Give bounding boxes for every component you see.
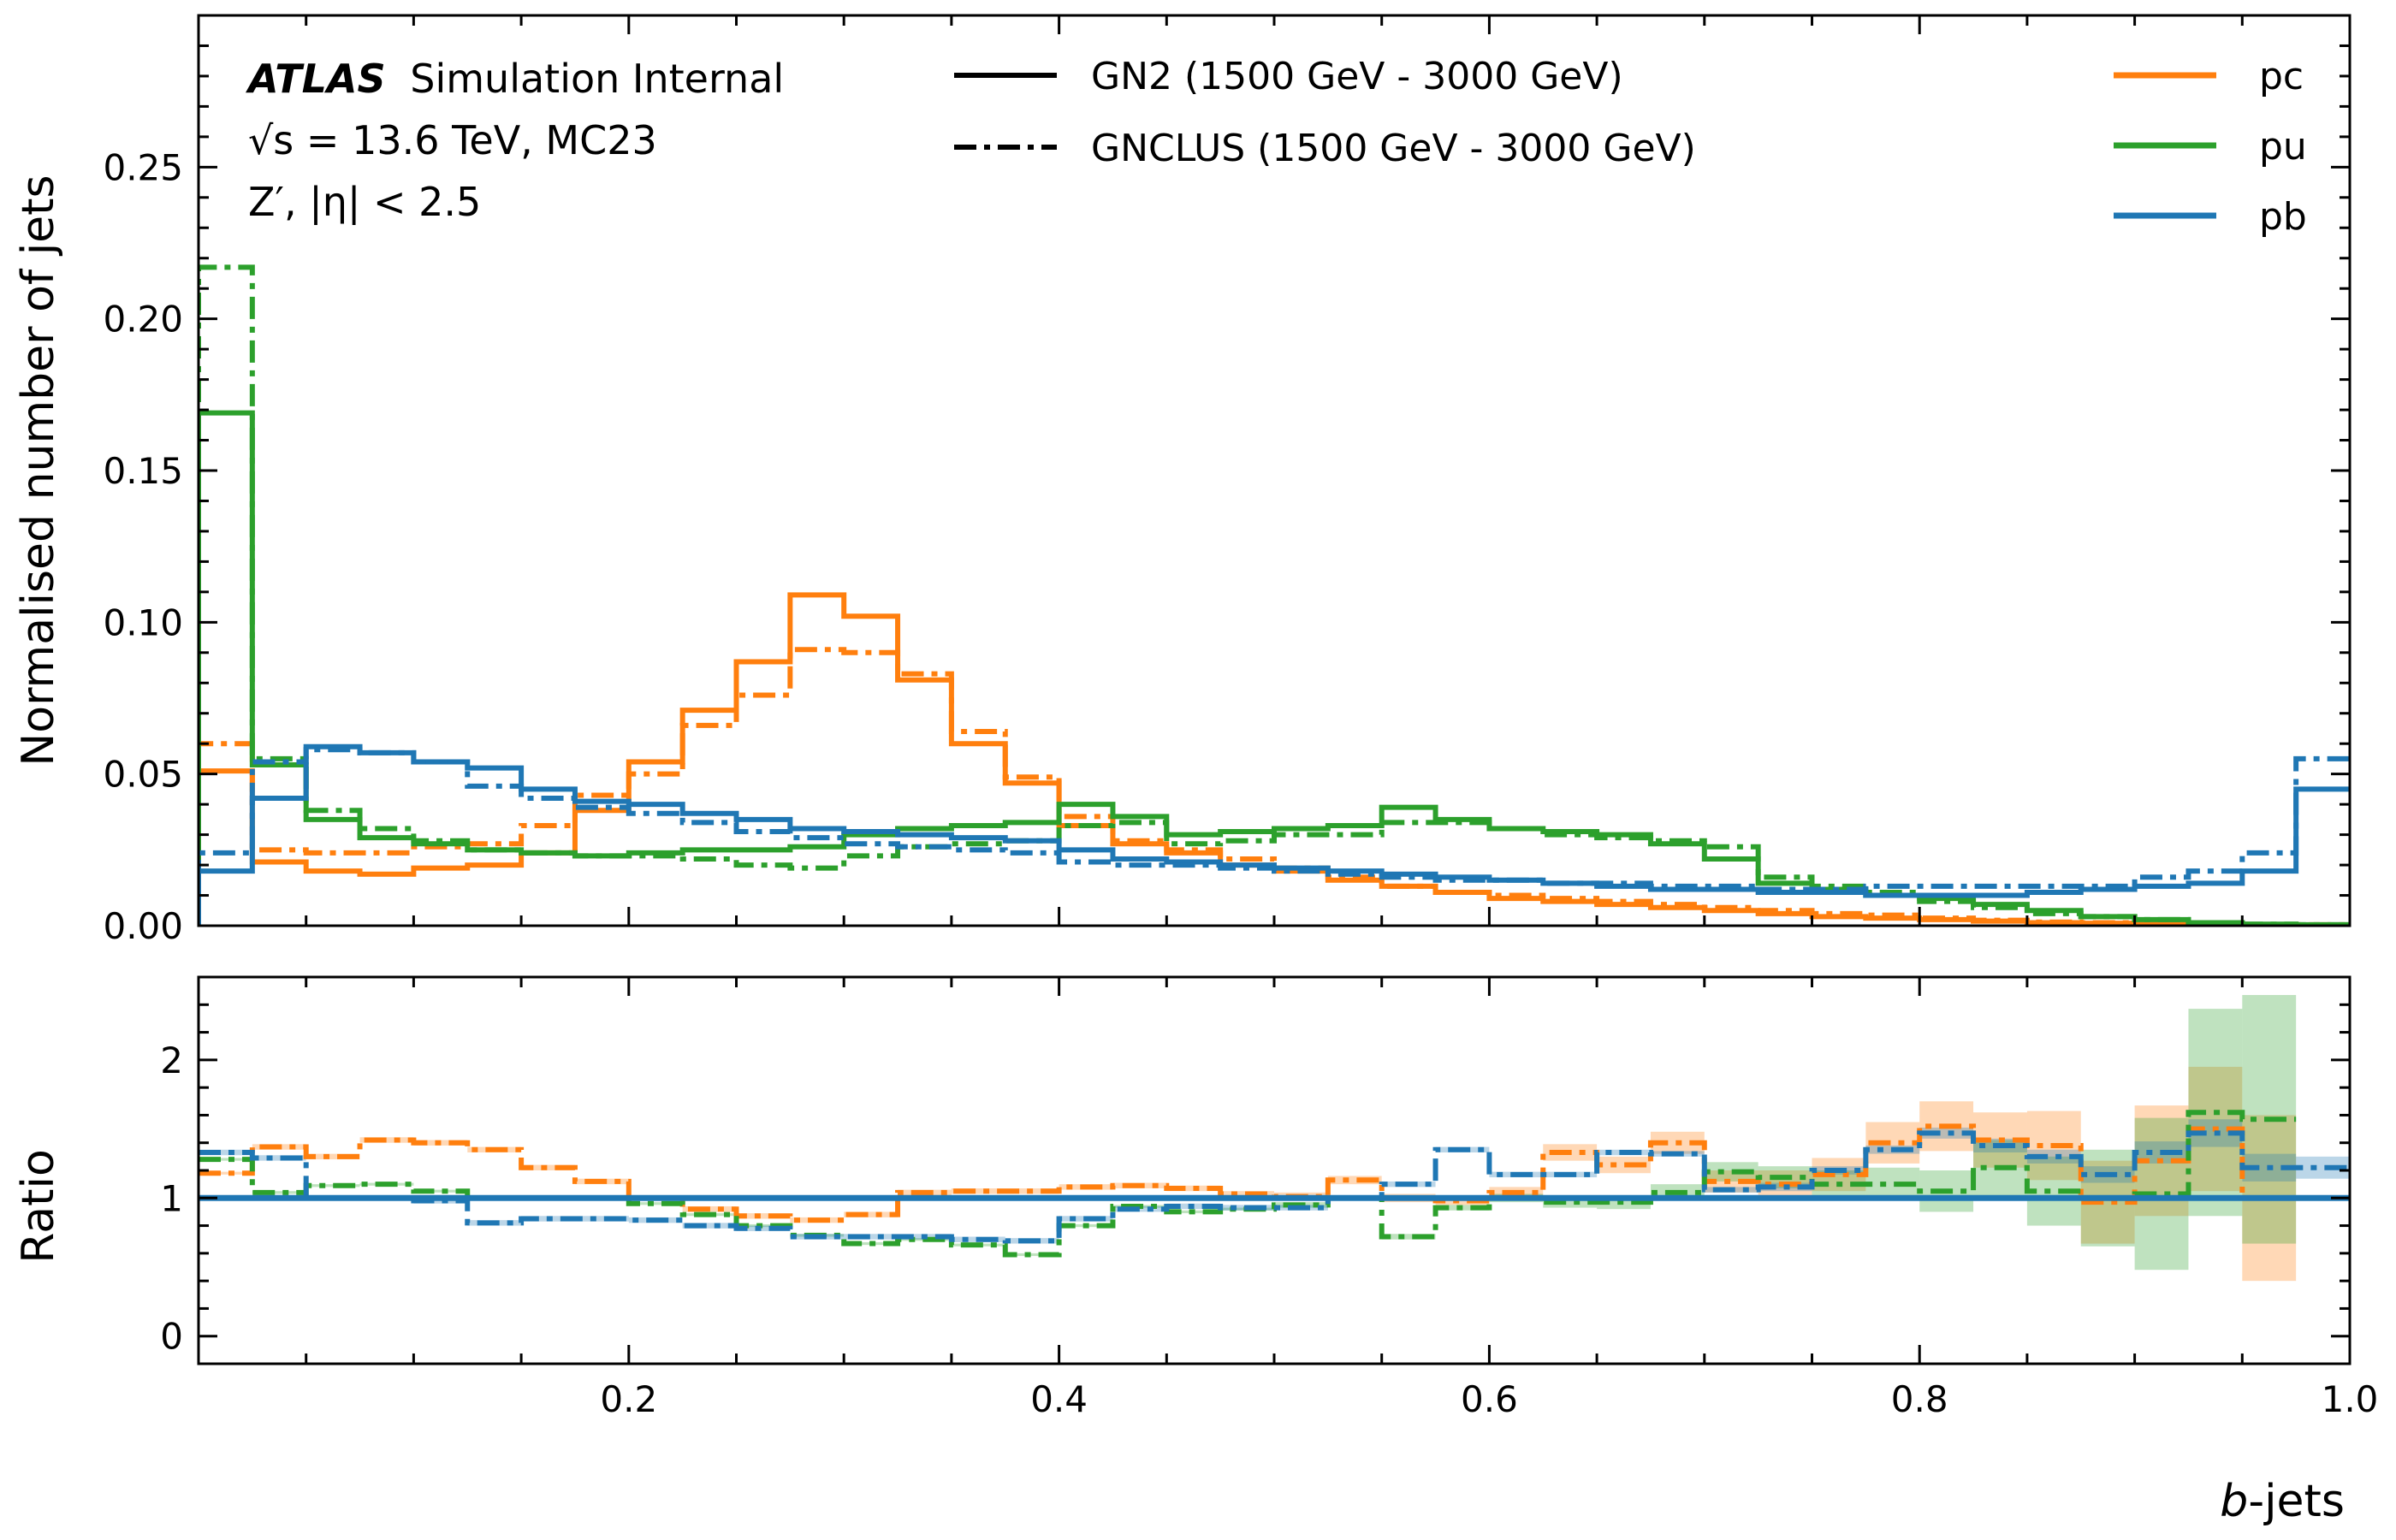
ratio-band-pu bbox=[199, 1158, 252, 1161]
ratio-band-pb bbox=[1112, 1205, 1167, 1212]
hist-pc-gnclus-line bbox=[199, 647, 2350, 926]
legend-gnclus-label: GNCLUS (1500 GeV - 3000 GeV) bbox=[1091, 127, 1696, 170]
x-axis-title-rest: -jets bbox=[2248, 1476, 2345, 1527]
top-series-group bbox=[199, 264, 2350, 926]
atlas-annotation: ATLAS Simulation Internal √s = 13.6 TeV,… bbox=[246, 56, 784, 226]
ratio-band-pb bbox=[736, 1225, 791, 1232]
ratio-band-pb bbox=[199, 1149, 252, 1156]
bottom-plot-area bbox=[199, 977, 2350, 1364]
ratio-band-pc bbox=[736, 1213, 791, 1219]
x-tick-label: 0.8 bbox=[1891, 1378, 1948, 1420]
ratio-band-pb bbox=[1919, 1127, 1974, 1139]
ratio-band-pb bbox=[844, 1234, 898, 1240]
top-y-axis-title: Normalised number of jets bbox=[13, 175, 64, 766]
ratio-band-pu bbox=[252, 1191, 306, 1194]
energy-line: √s = 13.6 TeV, MC23 bbox=[248, 117, 657, 163]
top-ytick-label: 0.25 bbox=[103, 146, 183, 188]
hist-pu-gnclus-line bbox=[199, 264, 2350, 926]
top-ytick-label: 0.00 bbox=[103, 905, 183, 947]
top-ytick-label: 0.10 bbox=[103, 601, 183, 643]
ratio-band-pc bbox=[305, 1153, 360, 1160]
bottom-y-tick-labels: 0 1 2 bbox=[160, 1040, 183, 1358]
ratio-band-pu bbox=[1381, 1234, 1436, 1240]
sample-line: Z′, |η| < 2.5 bbox=[248, 179, 481, 226]
ratio-band-pb bbox=[574, 1216, 629, 1222]
ratio-band-pu bbox=[305, 1184, 360, 1188]
atlas-word: ATLAS bbox=[246, 56, 386, 102]
hist-pb-gn2-line bbox=[199, 743, 2350, 926]
top-tick-marks bbox=[197, 15, 2352, 927]
top-axes-frame bbox=[197, 14, 2352, 927]
top-ytick-label: 0.05 bbox=[103, 754, 183, 796]
legend-pu-label: pu bbox=[2259, 125, 2307, 169]
ratio-band-pu bbox=[628, 1202, 683, 1205]
x-tick-label: 0.6 bbox=[1461, 1378, 1518, 1420]
bottom-axes-frame bbox=[197, 975, 2352, 1365]
ratio-band-pc bbox=[844, 1211, 898, 1217]
bottom-ytick-label: 2 bbox=[160, 1040, 183, 1081]
legend-gn2-label: GN2 (1500 GeV - 3000 GeV) bbox=[1091, 55, 1623, 98]
x-tick-labels: 0.2 0.4 0.6 0.8 1.0 bbox=[600, 1378, 2378, 1420]
ratio-band-pu bbox=[413, 1189, 468, 1193]
ratio-series-group bbox=[199, 1110, 2350, 1258]
ratio-band-pc bbox=[521, 1164, 575, 1170]
ratio-band-pb bbox=[2026, 1149, 2081, 1164]
top-ytick-label: 0.20 bbox=[103, 299, 183, 341]
ratio-pc-line bbox=[199, 1123, 2297, 1223]
ratio-band-pu bbox=[736, 1223, 791, 1228]
bottom-y-axis-title: Ratio bbox=[13, 1149, 64, 1264]
atlas-label: ATLAS Simulation Internal bbox=[246, 56, 784, 102]
legend-pb-label: pb bbox=[2259, 195, 2307, 239]
top-plot-area bbox=[199, 15, 2350, 926]
atlas-suffix: Simulation Internal bbox=[410, 56, 784, 102]
top-panel: 0.00 0.05 0.10 0.15 0.20 0.25 Normalised numb… bbox=[13, 14, 2352, 947]
ratio-band-pb bbox=[682, 1223, 737, 1229]
x-tick-label: 0.2 bbox=[600, 1378, 657, 1420]
ratio-pb-line bbox=[199, 1130, 2350, 1244]
x-tick-label: 0.4 bbox=[1030, 1378, 1088, 1420]
ratio-band-pc bbox=[199, 1171, 252, 1175]
legend-styles: GN2 (1500 GeV - 3000 GeV) GNCLUS (1500 G… bbox=[954, 55, 1696, 170]
top-y-tick-labels: 0.00 0.05 0.10 0.15 0.20 0.25 bbox=[103, 146, 183, 947]
bottom-panel: 0 1 2 0.2 0.4 0.6 0.8 1.0 Ratio b-jets bbox=[13, 975, 2378, 1527]
hist-pb-gnclus-line bbox=[199, 747, 2350, 926]
bottom-ytick-label: 0 bbox=[160, 1316, 183, 1358]
ratio-band-pb bbox=[252, 1155, 306, 1161]
x-axis-title: b-jets bbox=[2220, 1476, 2345, 1527]
ratio-band-pc bbox=[1327, 1176, 1382, 1185]
bottom-ytick-label: 1 bbox=[160, 1177, 183, 1219]
top-ytick-label: 0.15 bbox=[103, 450, 183, 492]
ratio-band-pc bbox=[951, 1188, 1005, 1194]
x-tick-label: 1.0 bbox=[2322, 1378, 2379, 1420]
ratio-band-pc bbox=[1597, 1156, 1651, 1174]
x-axis-title-italic: b bbox=[2220, 1476, 2248, 1527]
ratio-band-pc bbox=[359, 1137, 414, 1143]
legend-pc-label: pc bbox=[2259, 55, 2304, 98]
ratio-band-pu bbox=[1704, 1162, 1758, 1182]
legend-colors: pc pu pb bbox=[2114, 55, 2307, 239]
ratio-band-pu bbox=[1005, 1253, 1059, 1257]
